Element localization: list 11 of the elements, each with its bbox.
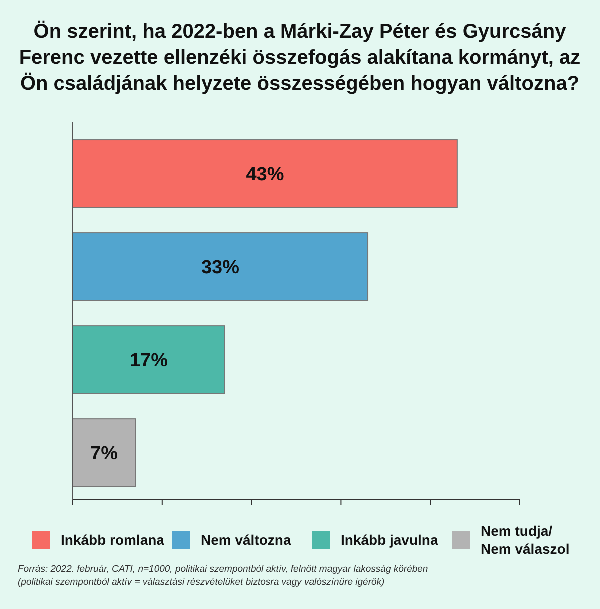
data-label: 7%: [90, 444, 118, 465]
legend-label: Nem változna: [201, 532, 292, 548]
legend-label: Inkább javulna: [341, 532, 438, 548]
text: (politikai szempontból aktív = választási részvételüket biztosra vagy valószínűre igérők): [18, 577, 385, 588]
legend-label: Inkább romlana: [61, 532, 165, 548]
data-label: 17%: [130, 350, 168, 372]
data-label: 33%: [201, 258, 240, 279]
text: Forrás: 2022. február, CATI, n=1000, politikai szempontból aktív, felnőtt magyar lakosság körében: [18, 564, 428, 575]
data-label: 43%: [246, 164, 284, 186]
legend-label: Nem tudja/Nem válaszol: [481, 522, 570, 557]
chart-title: Ön szerint, ha 2022-ben a Márki-Zay Péter és Gyurcsány Ferenc vezette ellenzéki összefogás alakítana kormányt, az Ön családjának helyzete összességében hogyan változna?: [19, 20, 581, 95]
